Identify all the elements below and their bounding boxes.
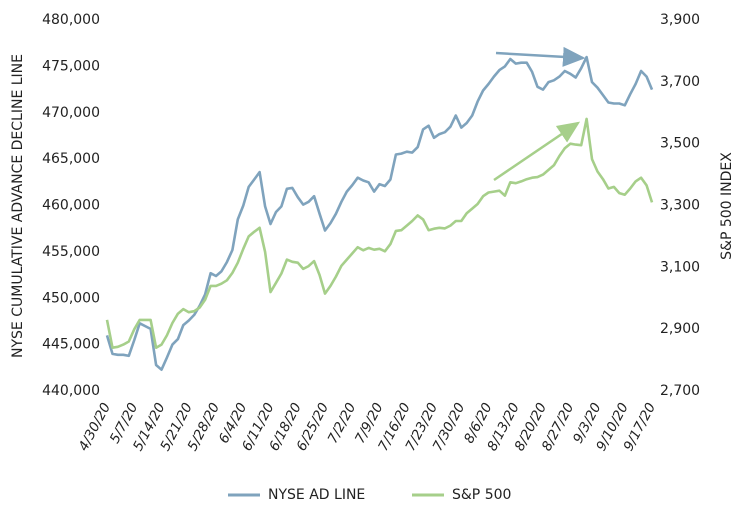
annotation-arrow xyxy=(493,121,581,182)
y2-axis-title: S&P 500 INDEX xyxy=(719,152,735,260)
y2-tick-label: 3,100 xyxy=(660,259,700,275)
y-tick-label: 450,000 xyxy=(42,290,100,306)
data-line xyxy=(105,117,654,349)
y-tick-label: 470,000 xyxy=(42,105,100,121)
y-tick-label: 460,000 xyxy=(42,198,100,214)
y2-tick-label: 3,900 xyxy=(660,12,700,28)
legend-label: NYSE AD LINE xyxy=(268,487,365,503)
y-tick-label: 480,000 xyxy=(42,12,100,28)
y-tick-label: 465,000 xyxy=(42,151,100,167)
y-tick-label: 455,000 xyxy=(42,244,100,260)
legend-label: S&P 500 xyxy=(452,487,511,503)
annotation-arrow xyxy=(495,46,586,67)
y-tick-label: 440,000 xyxy=(42,383,100,399)
y2-tick-label: 3,300 xyxy=(660,198,700,214)
y-tick-label: 445,000 xyxy=(42,337,100,353)
y-tick-label: 475,000 xyxy=(42,58,100,74)
data-line xyxy=(105,55,654,371)
y2-tick-label: 2,700 xyxy=(660,383,700,399)
y2-tick-label: 3,500 xyxy=(660,136,700,152)
x-tick-label: 4/30/20 xyxy=(76,400,115,453)
y-axis-title: NYSE CUMULATIVE ADVANCE DECLINE LINE xyxy=(10,54,26,358)
y2-tick-label: 3,700 xyxy=(660,74,700,90)
y2-tick-label: 2,900 xyxy=(660,321,700,337)
